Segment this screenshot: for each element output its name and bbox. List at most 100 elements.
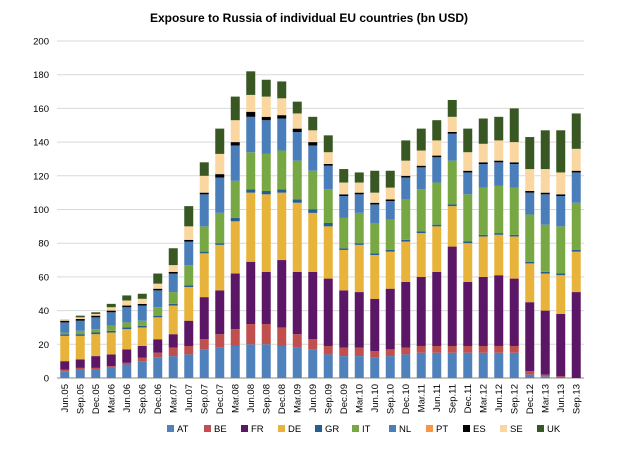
legend-label: FR: [251, 424, 264, 435]
bar-segment-it: [60, 332, 70, 335]
bar-segment-at: [215, 347, 225, 378]
bar-segment-de: [75, 335, 85, 360]
x-tick-label: Dec.08: [277, 384, 288, 414]
bar-segment-uk: [339, 169, 349, 183]
bar-segment-it: [277, 150, 287, 190]
bar-segment-fr: [75, 359, 85, 368]
x-tick-label: Mar.11: [416, 384, 427, 412]
legend-label: NL: [399, 424, 411, 435]
y-tick-label: 120: [33, 171, 49, 182]
bar-segment-se: [60, 319, 70, 321]
bar-segment-uk: [91, 312, 101, 314]
bar-segment-es: [199, 192, 209, 195]
x-tick-label: Sep.08: [261, 384, 272, 414]
x-tick-label: Dec.07: [215, 384, 226, 414]
bar-segment-gr: [478, 234, 488, 237]
bar-segment-se: [184, 226, 194, 240]
bar-segment-nl: [168, 273, 178, 293]
bar-segment-uk: [401, 140, 411, 161]
x-tick-label: Mar.13: [540, 384, 551, 413]
bar-segment-nl: [354, 194, 364, 213]
bar-segment-se: [385, 187, 395, 200]
bar-segment-de: [509, 236, 519, 279]
bar-segment-es: [75, 319, 85, 321]
bar-segment-be: [122, 362, 132, 365]
x-tick-label: Jun.13: [556, 384, 567, 413]
bar-segment-be: [447, 345, 457, 353]
bar-segment-it: [494, 185, 504, 234]
bar-segment-at: [463, 352, 473, 378]
bar-segment-at: [308, 349, 318, 378]
bar-segment-de: [540, 273, 550, 311]
bar-segment-es: [137, 303, 147, 306]
y-tick-label: 0: [44, 374, 49, 385]
bar-segment-be: [401, 347, 411, 355]
bar-segment-nl: [339, 196, 349, 218]
bar-segment-uk: [153, 273, 163, 284]
bar-segment-gr: [339, 248, 349, 250]
bar-segment-gr: [261, 190, 271, 195]
bar-segment-gr: [246, 189, 256, 193]
bar-segment-uk: [354, 172, 364, 183]
bar-segment-it: [478, 187, 488, 235]
bar-segment-be: [261, 324, 271, 345]
y-tick-label: 140: [33, 138, 49, 149]
bar-segment-uk: [246, 71, 256, 95]
bar-segment-be: [184, 345, 194, 355]
bar-segment-it: [540, 224, 550, 272]
bars: [60, 71, 581, 378]
legend-label: BE: [214, 424, 227, 435]
bar-segment-be: [277, 327, 287, 346]
bar-segment-it: [354, 212, 364, 244]
bar-segment-at: [323, 354, 333, 378]
bar-segment-es: [571, 170, 581, 173]
bar-segment-gr: [323, 222, 333, 227]
bar-segment-be: [246, 324, 256, 345]
bar-segment-gr: [215, 243, 225, 245]
x-tick-label: Sep.09: [323, 384, 334, 414]
bar-segment-fr: [215, 290, 225, 335]
bar-segment-at: [540, 376, 550, 378]
bar-segment-de: [556, 275, 566, 314]
bar-segment-nl: [91, 317, 101, 330]
bar-segment-be: [370, 351, 380, 358]
bar-segment-fr: [199, 297, 209, 340]
bar-segment-be: [509, 345, 519, 353]
bar-segment-gr: [308, 209, 318, 213]
bar-segment-uk: [230, 96, 240, 121]
legend-swatch-be: [204, 425, 211, 432]
x-tick-label: Mar.06: [106, 384, 117, 413]
bar-segment-se: [463, 152, 473, 171]
bar-segment-gr: [447, 204, 457, 207]
bar-segment-se: [308, 130, 318, 143]
x-tick-label: Dec.09: [339, 384, 350, 414]
bar-segment-gr: [60, 334, 70, 336]
bar-segment-de: [494, 234, 504, 276]
bar-segment-be: [75, 367, 85, 370]
x-tick-labels: Jun.05 Sep.05 Dec.05 Mar.06 Jun.06 Sep.06 Dec.…: [60, 384, 583, 414]
bar-segment-gr: [230, 217, 240, 222]
bar-segment-uk: [494, 116, 504, 141]
bar-segment-es: [463, 170, 473, 173]
bar-segment-uk: [199, 162, 209, 176]
bar-segment-se: [432, 140, 442, 156]
bar-segment-es: [184, 239, 194, 242]
x-tick-label: Jun.10: [370, 384, 381, 413]
bar-segment-be: [525, 371, 535, 375]
x-tick-label: Dec.06: [153, 384, 164, 414]
bar-segment-fr: [478, 276, 488, 346]
bar-segment-de: [91, 334, 101, 357]
legend: AT BE FR DE GR IT NL PT ES SE UK: [167, 424, 561, 435]
bar-segment-at: [432, 352, 442, 378]
bar-segment-es: [556, 194, 566, 197]
x-tick-label: Dec.05: [91, 384, 102, 414]
bar-segment-gr: [292, 199, 302, 203]
bar-segment-gr: [385, 249, 395, 252]
bar-segment-uk: [106, 303, 116, 308]
bar-segment-be: [230, 329, 240, 346]
bar-segment-it: [308, 170, 318, 210]
bar-segment-be: [308, 339, 318, 350]
bar-segment-at: [199, 349, 209, 378]
bar-segment-uk: [277, 81, 287, 99]
bar-segment-es: [339, 194, 349, 197]
